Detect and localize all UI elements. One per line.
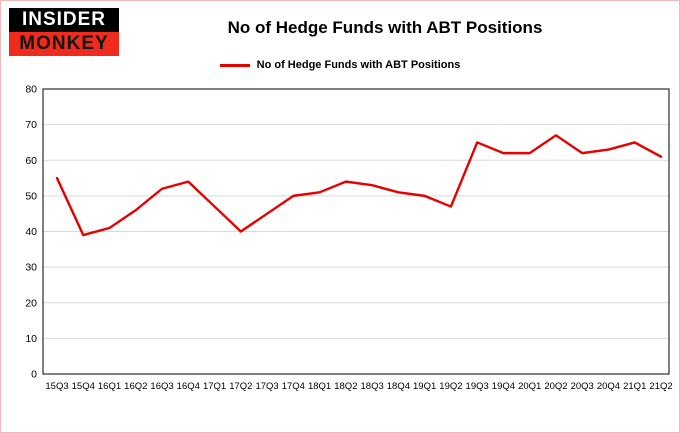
plot-border bbox=[42, 88, 670, 375]
x-axis-tick-label: 15Q4 bbox=[72, 381, 95, 392]
x-axis-tick-label: 18Q1 bbox=[308, 381, 331, 392]
x-axis-tick-label: 21Q2 bbox=[649, 381, 672, 392]
x-axis-tick-label: 16Q1 bbox=[98, 381, 121, 392]
y-axis-tick-label: 70 bbox=[25, 119, 37, 131]
logo-monkey-text: MONKEY bbox=[9, 32, 119, 56]
chart-title: No of Hedge Funds with ABT Positions bbox=[227, 18, 543, 37]
x-axis-tick-label: 18Q3 bbox=[361, 381, 384, 392]
insider-monkey-logo: INSIDER MONKEY bbox=[9, 8, 119, 56]
y-axis-tick-label: 80 bbox=[25, 84, 37, 96]
legend-line-swatch bbox=[219, 63, 250, 67]
series-line bbox=[55, 134, 663, 237]
x-axis-tick-label: 21Q1 bbox=[623, 381, 646, 392]
x-axis-tick-label: 17Q3 bbox=[255, 381, 278, 392]
y-axis-tick-label: 60 bbox=[25, 155, 37, 167]
x-axis-tick-label: 20Q1 bbox=[518, 381, 541, 392]
x-axis-tick-label: 17Q2 bbox=[229, 381, 252, 392]
hedge-funds-line-chart: 0 10 20 30 40 50 60 70 80 15Q3 15Q4 16Q1 16Q2 16Q3 16Q… bbox=[25, 84, 672, 393]
x-axis-tick-label: 16Q4 bbox=[177, 381, 200, 392]
x-axis-tick-label: 19Q4 bbox=[492, 381, 515, 392]
x-axis-tick-label: 19Q3 bbox=[466, 381, 489, 392]
y-axis-tick-label: 40 bbox=[25, 226, 37, 238]
x-axis-tick-label: 16Q3 bbox=[150, 381, 173, 392]
x-axis-tick-label: 15Q3 bbox=[45, 381, 68, 392]
x-axis-tick-label: 18Q4 bbox=[387, 381, 410, 392]
x-axis-tick-label: 17Q4 bbox=[282, 381, 305, 392]
y-axis-tick-label: 50 bbox=[25, 190, 37, 202]
x-axis-tick-label: 16Q2 bbox=[124, 381, 147, 392]
x-axis-tick-label: 17Q1 bbox=[203, 381, 226, 392]
x-axis-tick-label: 18Q2 bbox=[334, 381, 357, 392]
x-axis-tick-label: 19Q2 bbox=[439, 381, 462, 392]
x-axis-tick-label: 20Q2 bbox=[544, 381, 567, 392]
y-axis-tick-label: 20 bbox=[25, 297, 37, 309]
x-axis-tick-label: 20Q3 bbox=[571, 381, 594, 392]
chart-legend: No of Hedge Funds with ABT Positions bbox=[1, 59, 679, 71]
y-axis-tick-label: 30 bbox=[25, 262, 37, 274]
logo-insider-text: INSIDER bbox=[9, 8, 119, 32]
x-axis-tick-label: 20Q4 bbox=[597, 381, 620, 392]
x-axis-tick-label: 19Q1 bbox=[413, 381, 436, 392]
y-axis-tick-label: 10 bbox=[25, 333, 37, 345]
legend-label: No of Hedge Funds with ABT Positions bbox=[256, 59, 461, 71]
y-axis-tick-label: 0 bbox=[31, 369, 37, 381]
